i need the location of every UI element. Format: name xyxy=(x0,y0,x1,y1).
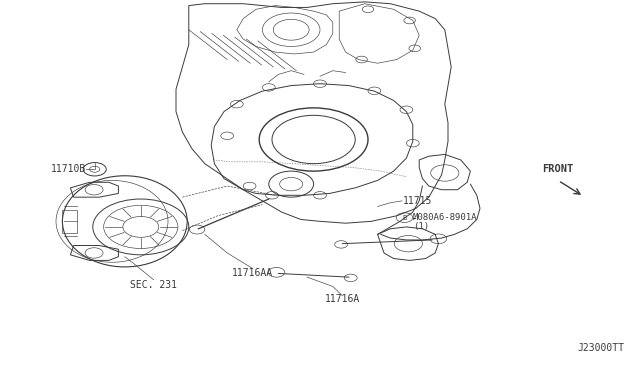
Text: SEC. 231: SEC. 231 xyxy=(130,280,177,289)
Text: 11710B: 11710B xyxy=(51,164,86,174)
Text: 11715: 11715 xyxy=(403,196,433,206)
Text: 11716A: 11716A xyxy=(324,295,360,304)
Text: M080A6-8901A: M080A6-8901A xyxy=(413,213,477,222)
Text: J23000TT: J23000TT xyxy=(577,343,624,353)
Text: 11716AA: 11716AA xyxy=(232,269,273,278)
Text: B: B xyxy=(403,215,406,221)
Text: (1): (1) xyxy=(413,222,429,231)
Text: FRONT: FRONT xyxy=(543,164,573,174)
